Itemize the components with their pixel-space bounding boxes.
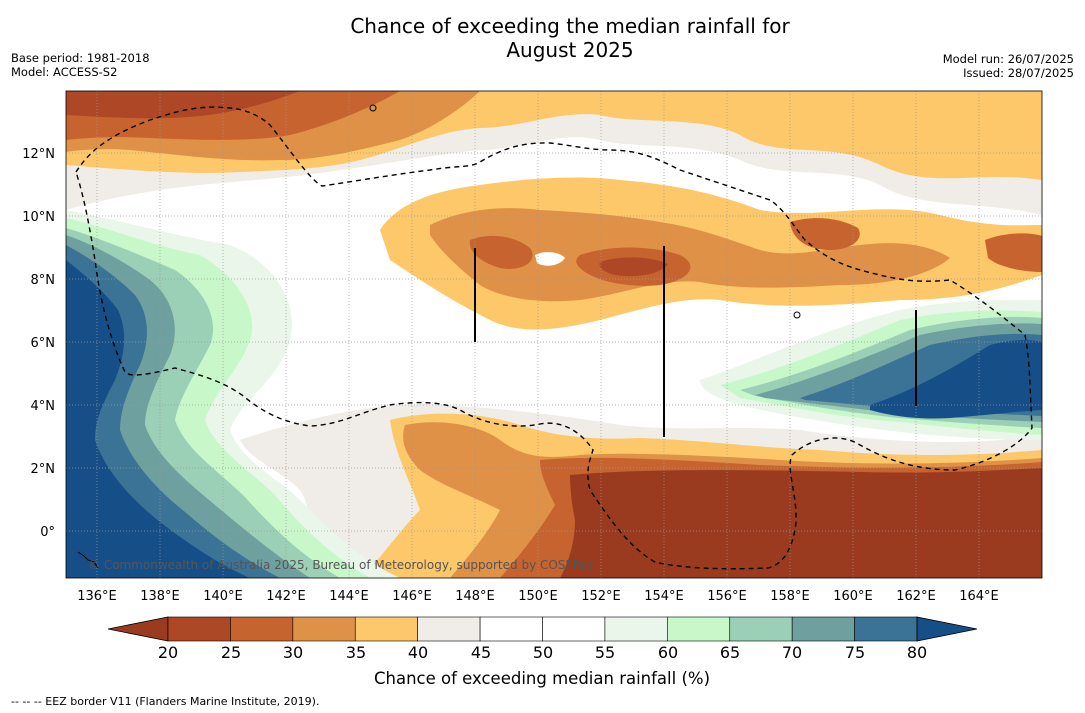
wet-hole — [535, 252, 565, 266]
band-25-patch — [599, 257, 668, 277]
base-period: Base period: 1981-2018 — [11, 51, 150, 65]
island-outlines — [77, 104, 801, 569]
colorbar-title: Chance of exceeding median rainfall (%) — [374, 669, 710, 688]
band-35-central — [430, 208, 950, 302]
colorbar-tick: 70 — [782, 643, 802, 662]
map-frame — [65, 90, 1043, 579]
colorbar-bin — [292, 616, 356, 642]
rainfall-contour-map: © Commonwealth of Australia 2025, Bureau… — [66, 91, 1042, 578]
copyright-text: © Commonwealth of Australia 2025, Bureau… — [88, 558, 593, 572]
band-30-patch-c — [790, 218, 860, 250]
model-name: Model: ACCESS-S2 — [11, 65, 118, 79]
eez-border — [75, 106, 1033, 570]
colorbar-tick: 20 — [158, 643, 178, 662]
lon-label: 154°E — [644, 589, 684, 604]
colorbar-tick: 50 — [533, 643, 553, 662]
lon-label: 146°E — [392, 589, 432, 604]
lat-label: 4°N — [31, 399, 56, 414]
lon-label: 160°E — [833, 589, 873, 604]
lon-label: 158°E — [770, 589, 810, 604]
band-30-patch-d — [985, 233, 1042, 272]
lon-label: 152°E — [581, 589, 621, 604]
lat-label: 12°N — [22, 147, 55, 162]
colorbar-tick: 75 — [845, 643, 865, 662]
lat-label: 0° — [40, 525, 55, 540]
lat-label: 6°N — [31, 336, 56, 351]
colorbar-bin — [667, 616, 731, 642]
model-run: Model run: 26/07/2025 — [942, 52, 1074, 66]
colorbar-tick: 60 — [658, 643, 678, 662]
colorbar-bin — [791, 616, 855, 642]
latitude-labels: 12°N 10°N 8°N 6°N 4°N 2°N 0° — [22, 147, 55, 540]
colorbar-bin — [854, 616, 918, 642]
colorbar-tick: 65 — [720, 643, 740, 662]
lon-label: 136°E — [77, 589, 117, 604]
colorbar-tick: 80 — [907, 643, 927, 662]
colorbar-tick-labels: 20 25 30 35 40 45 50 55 60 65 70 75 80 — [158, 643, 927, 662]
colorbar-bin — [354, 616, 418, 642]
band-25-north — [66, 91, 300, 119]
issued-date: Issued: 28/07/2025 — [963, 66, 1074, 80]
colorbar-bin — [604, 616, 668, 642]
colorbar-tick: 45 — [471, 643, 491, 662]
band-85-east — [870, 340, 1042, 419]
lon-label: 140°E — [203, 589, 243, 604]
colorbar-tick: 55 — [595, 643, 615, 662]
title-line-2: August 2025 — [506, 38, 634, 62]
band-20-south — [560, 468, 1042, 578]
lon-label: 162°E — [896, 589, 936, 604]
lat-label: 2°N — [31, 462, 56, 477]
colorbar-tick: 40 — [408, 643, 428, 662]
band-85-west — [66, 260, 250, 578]
colorbar-bin — [230, 616, 294, 642]
band-30-patch-a — [469, 235, 533, 269]
lon-label: 156°E — [707, 589, 747, 604]
colorbar-bin — [542, 616, 606, 642]
colorbar-bin — [417, 616, 481, 642]
colorbar-extend-low — [107, 616, 169, 642]
lon-label: 164°E — [959, 589, 999, 604]
title-line-1: Chance of exceeding the median rainfall … — [350, 14, 790, 38]
colorbar-extend-high — [916, 616, 978, 642]
meta-right: Model run: 26/07/2025 Issued: 28/07/2025 — [943, 52, 1074, 80]
eez-footnote: -- -- -- EEZ border V11 (Flanders Marine… — [11, 695, 320, 708]
lon-label: 142°E — [266, 589, 306, 604]
meta-left: Base period: 1981-2018 Model: ACCESS-S2 — [11, 51, 150, 79]
colorbar-tick: 30 — [283, 643, 303, 662]
lat-label: 8°N — [31, 273, 56, 288]
colorbar-bin — [167, 616, 231, 642]
lat-label: 10°N — [22, 210, 55, 225]
colorbar-tick: 25 — [221, 643, 241, 662]
lon-label: 138°E — [140, 589, 180, 604]
colorbar-tick: 35 — [346, 643, 366, 662]
lon-label: 150°E — [518, 589, 558, 604]
graticule — [66, 91, 1042, 578]
island-line-features — [474, 246, 917, 437]
colorbar — [107, 616, 978, 642]
lon-label: 148°E — [455, 589, 495, 604]
longitude-labels: 136°E 138°E 140°E 142°E 144°E 146°E 148°… — [77, 589, 999, 604]
colorbar-bin — [479, 616, 543, 642]
map-title: Chance of exceeding the median rainfall … — [0, 14, 1085, 62]
lon-label: 144°E — [329, 589, 369, 604]
colorbar-bin — [729, 616, 793, 642]
